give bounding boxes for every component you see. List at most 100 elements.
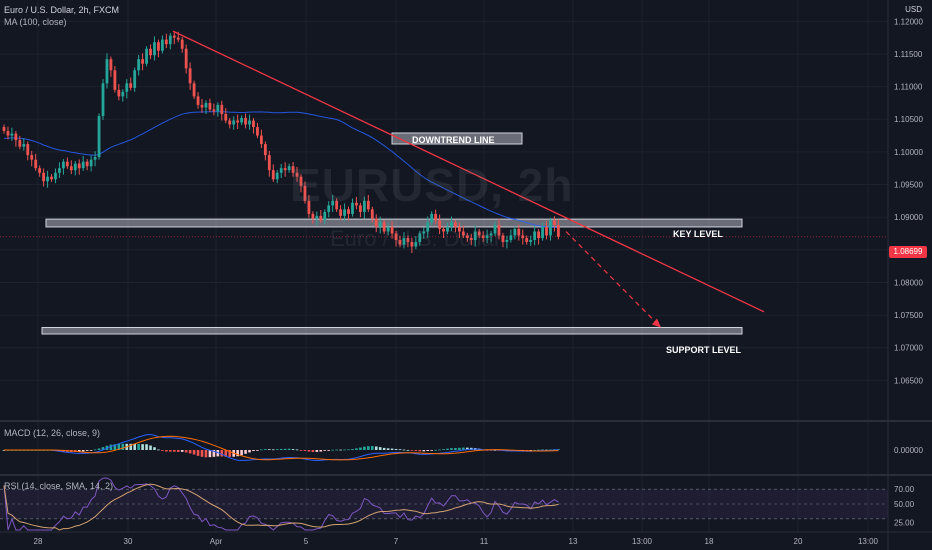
candle-body [188,68,192,84]
candle-body [461,231,465,236]
macd-histogram-bar [149,445,152,450]
candle-body [497,224,501,236]
candle-body [38,168,42,173]
candle-body [97,115,101,158]
candle-body [315,215,319,219]
candle-body [121,91,125,97]
candle-body [553,220,556,225]
candle-body [386,226,390,232]
macd-histogram-bar [93,449,97,451]
macd-histogram-bar [208,450,212,458]
downtrend-line-label: DOWNTREND LINE [412,135,495,145]
candle-body [382,222,386,232]
macd-histogram-bar [323,450,327,451]
macd-histogram-bar [133,443,136,450]
candle-body [10,133,14,136]
candle-body [200,104,204,108]
macd-histogram-bar [291,449,295,450]
projection-line [565,231,662,328]
candle-body [117,89,121,97]
rsi-pane [0,477,888,531]
macd-histogram-bar [220,450,224,457]
macd-histogram-bar [493,450,497,451]
macd-histogram-bar [279,448,283,450]
candle-body [323,211,327,221]
candle-body [557,224,560,237]
macd-histogram-bar [264,449,267,450]
ma-legend[interactable]: MA (100, close) [4,17,67,27]
price-tick-label: 1.07000 [894,344,923,353]
candle-body [42,172,45,182]
candle-body [271,170,275,180]
macd-histogram-bar [260,449,263,451]
macd-histogram-bar [533,449,536,451]
rsi-legend[interactable]: RSI (14, close, SMA, 14, 2) [4,481,114,491]
macd-histogram-bar [184,450,188,453]
level-zones [41,132,743,335]
macd-histogram-bar [224,450,228,457]
grid [0,0,888,532]
macd-histogram-bar [351,449,354,450]
macd-histogram-bar [426,450,430,452]
candle-body [224,114,228,121]
price-tick-label: 1.09000 [894,213,923,222]
key-level-label: KEY LEVEL [673,229,723,239]
macd-histogram-bar [347,449,350,451]
candle-body [307,200,311,214]
candle-body [26,144,30,156]
candle-body [426,222,430,232]
macd-histogram-bar [85,450,89,451]
macd-histogram-bar [545,449,548,451]
macd-histogram-bar [228,450,232,457]
macd-histogram-bar [97,448,101,450]
candle-body [351,202,354,214]
candle-body [541,226,544,239]
currency-label[interactable]: USD [905,5,922,14]
candle-body [362,200,366,212]
candle-body [240,117,243,123]
macd-histogram-bar [129,443,133,450]
candle-body [394,233,398,241]
watermark-symbol: EURUSD, 2h [290,159,574,211]
time-tick-label: 5 [304,537,309,546]
candle-body [236,120,240,123]
candle-body [263,144,267,156]
macd-histogram-bar [244,450,247,454]
candle-body [196,96,200,105]
candle-body [81,161,85,169]
price-tick-label: 1.06500 [894,376,923,385]
candle-body [168,35,172,45]
macd-histogram-bar [145,444,148,450]
time-tick-label: Apr [210,537,223,546]
candle-body [275,172,279,180]
candle-body [537,231,540,239]
candle-body [73,163,77,171]
macd-histogram-bar [192,450,196,455]
candle-body [137,59,141,71]
macd-histogram-bar [283,448,287,450]
macd-histogram-bar [398,449,402,451]
macd-histogram-bar [418,450,422,452]
candles [2,31,560,254]
candle-body [430,213,434,223]
candle-body [113,70,117,90]
candle-body [347,209,350,214]
candle-body [414,241,418,247]
macd-histogram-bar [442,449,445,450]
macd-histogram-bar [315,450,319,452]
macd-histogram-bar [450,448,453,450]
candle-body [465,235,469,239]
time-tick-label: 11 [480,537,489,546]
rsi-tick-label: 70.00 [894,485,915,494]
rsi-tick-label: 50.00 [894,500,915,509]
macd-legend[interactable]: MACD (12, 26, close, 9) [4,428,101,438]
candle-body [287,166,291,171]
candle-body [129,83,133,88]
symbol-title[interactable]: Euro / U.S. Dollar, 2h, FXCM [4,5,120,15]
price-tick-label: 1.10500 [894,115,923,124]
candle-body [279,168,283,173]
candle-body [509,235,513,241]
macd-histogram-bar [327,450,331,451]
macd-histogram-bar [339,449,342,451]
